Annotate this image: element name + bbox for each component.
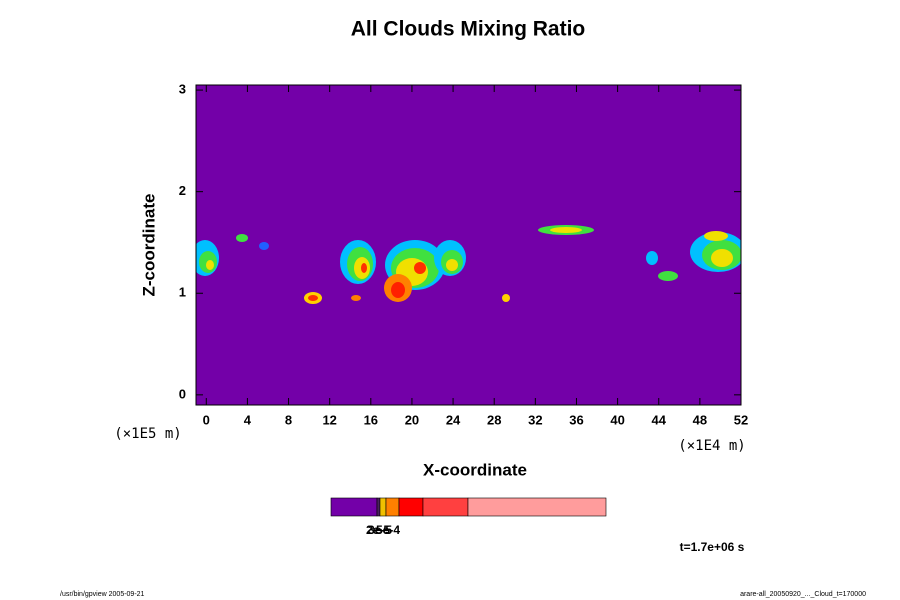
x-tick-label: 48 bbox=[693, 412, 707, 427]
colorbar-label: 5e-4 bbox=[376, 523, 400, 537]
colorbar-segment bbox=[376, 497, 381, 517]
x-tick-label: 40 bbox=[610, 412, 624, 427]
colorbar-segment bbox=[467, 497, 607, 517]
plot-frame bbox=[195, 84, 742, 406]
y-tick-label: 0 bbox=[179, 386, 186, 401]
chart-title: All Clouds Mixing Ratio bbox=[351, 18, 586, 41]
colorbar-label: 3e-5 bbox=[368, 523, 392, 537]
x-tick-label: 8 bbox=[285, 412, 292, 427]
colorbar-segment bbox=[330, 497, 378, 517]
x-tick-label: 4 bbox=[244, 412, 252, 427]
y-tick-label: 1 bbox=[179, 285, 186, 300]
colorbar-label: 2e-5 bbox=[366, 523, 390, 537]
x-tick-label: 12 bbox=[322, 412, 336, 427]
x-tick-label: 0 bbox=[203, 412, 210, 427]
x-tick-label: 20 bbox=[405, 412, 419, 427]
footer-right: arare-all_20050920_..._Cloud_t=170000 bbox=[740, 591, 866, 598]
x-tick-label: 32 bbox=[528, 412, 542, 427]
y-unit: (×1E5 m) bbox=[114, 426, 181, 442]
x-tick-label: 16 bbox=[364, 412, 378, 427]
plot-area bbox=[196, 85, 741, 405]
colorbar-segment bbox=[379, 497, 387, 517]
x-tick-label: 52 bbox=[734, 412, 748, 427]
x-tick-label: 24 bbox=[446, 412, 461, 427]
x-tick-label: 44 bbox=[652, 412, 667, 427]
y-tick-label: 3 bbox=[179, 82, 186, 97]
cloud-field bbox=[196, 225, 741, 304]
x-axis-label: X-coordinate bbox=[423, 460, 527, 479]
colorbar-segment bbox=[385, 497, 400, 517]
x-tick-label: 36 bbox=[569, 412, 583, 427]
y-tick-label: 2 bbox=[179, 183, 186, 198]
y-axis-label: Z-coordinate bbox=[139, 194, 158, 297]
footer-left: /usr/bin/gpview 2005-09-21 bbox=[60, 591, 145, 598]
time-label: t=1.7e+06 s bbox=[680, 540, 745, 554]
colorbar-segment bbox=[422, 497, 469, 517]
x-tick-label: 28 bbox=[487, 412, 501, 427]
colorbar-segment bbox=[398, 497, 424, 517]
x-unit: (×1E4 m) bbox=[678, 438, 745, 454]
